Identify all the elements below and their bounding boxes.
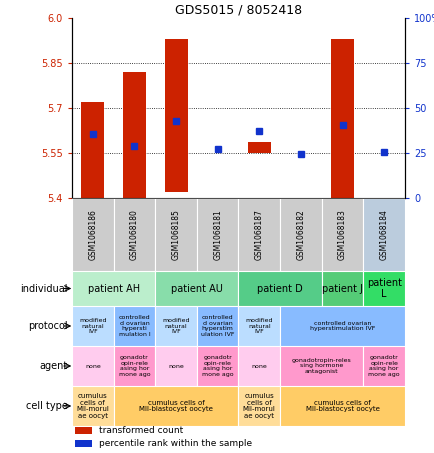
Bar [279, 346, 362, 386]
Text: GSM1068181: GSM1068181 [213, 209, 222, 260]
Text: modified
natural
IVF: modified natural IVF [162, 318, 189, 334]
Bar [238, 198, 279, 271]
Text: patient AU: patient AU [171, 284, 222, 294]
Bar [321, 271, 362, 306]
Text: none: none [251, 363, 266, 368]
Bar [279, 306, 404, 346]
Text: individual: individual [20, 284, 68, 294]
Bar [247, 143, 270, 153]
Bar [113, 346, 155, 386]
Bar [72, 346, 113, 386]
Bar [279, 198, 321, 271]
Text: cumulus
cells of
MII-morul
ae oocyt: cumulus cells of MII-morul ae oocyt [242, 393, 275, 419]
Bar [113, 306, 155, 346]
Bar [164, 39, 187, 192]
Text: GSM1068182: GSM1068182 [296, 209, 305, 260]
Text: modified
natural
IVF: modified natural IVF [79, 318, 106, 334]
Text: agent: agent [39, 361, 68, 371]
Bar [75, 439, 92, 447]
Bar [113, 198, 155, 271]
Text: gonadotropin-reles
sing hormone
antagonist: gonadotropin-reles sing hormone antagoni… [291, 358, 351, 374]
Text: gonadotr
opin-rele
asing hor
mone ago: gonadotr opin-rele asing hor mone ago [201, 356, 233, 376]
Text: patient D: patient D [256, 284, 302, 294]
Bar [72, 198, 113, 271]
Bar [238, 271, 321, 306]
Text: patient J: patient J [321, 284, 362, 294]
Bar [75, 427, 92, 434]
Text: transformed count: transformed count [99, 426, 182, 435]
Bar [197, 346, 238, 386]
Text: gonadotr
opin-rele
asing hor
mone ago: gonadotr opin-rele asing hor mone ago [368, 356, 399, 376]
Bar [330, 39, 353, 198]
Bar [362, 198, 404, 271]
Bar [197, 306, 238, 346]
Bar [362, 346, 404, 386]
Text: controlled ovarian
hyperstimulation IVF: controlled ovarian hyperstimulation IVF [309, 321, 375, 331]
Text: GSM1068184: GSM1068184 [379, 209, 388, 260]
Bar [238, 346, 279, 386]
Text: percentile rank within the sample: percentile rank within the sample [99, 439, 251, 448]
Text: cumulus
cells of
MII-morul
ae oocyt: cumulus cells of MII-morul ae oocyt [76, 393, 109, 419]
Text: gonadotr
opin-rele
asing hor
mone ago: gonadotr opin-rele asing hor mone ago [118, 356, 150, 376]
Text: cumulus cells of
MII-blastocyst oocyte: cumulus cells of MII-blastocyst oocyte [305, 400, 378, 412]
Bar [279, 386, 404, 426]
Text: GSM1068185: GSM1068185 [171, 209, 180, 260]
Bar [197, 198, 238, 271]
Bar [155, 346, 197, 386]
Text: GSM1068183: GSM1068183 [337, 209, 346, 260]
Bar [81, 102, 104, 198]
Text: protocol: protocol [28, 321, 68, 331]
Bar [362, 271, 404, 306]
Bar [113, 386, 238, 426]
Bar [321, 198, 362, 271]
Text: none: none [85, 363, 100, 368]
Text: none: none [168, 363, 184, 368]
Bar [72, 306, 113, 346]
Text: cell type: cell type [26, 401, 68, 411]
Bar [238, 306, 279, 346]
Text: controlled
d ovarian
hyperstim
ulation IVF: controlled d ovarian hyperstim ulation I… [201, 315, 234, 337]
Text: patient
L: patient L [366, 278, 401, 299]
Bar [238, 386, 279, 426]
Bar [72, 271, 155, 306]
Text: patient AH: patient AH [87, 284, 139, 294]
Text: GSM1068180: GSM1068180 [130, 209, 138, 260]
Text: controlled
d ovarian
hypersti
mulation I: controlled d ovarian hypersti mulation I [118, 315, 150, 337]
Text: GSM1068186: GSM1068186 [88, 209, 97, 260]
Text: modified
natural
IVF: modified natural IVF [245, 318, 273, 334]
Text: cumulus cells of
MII-blastocyst oocyte: cumulus cells of MII-blastocyst oocyte [139, 400, 213, 412]
Bar [155, 198, 197, 271]
Bar [155, 306, 197, 346]
Bar [123, 72, 145, 198]
Bar [72, 386, 113, 426]
Text: GSM1068187: GSM1068187 [254, 209, 263, 260]
Bar [155, 271, 238, 306]
Title: GDS5015 / 8052418: GDS5015 / 8052418 [174, 4, 301, 17]
